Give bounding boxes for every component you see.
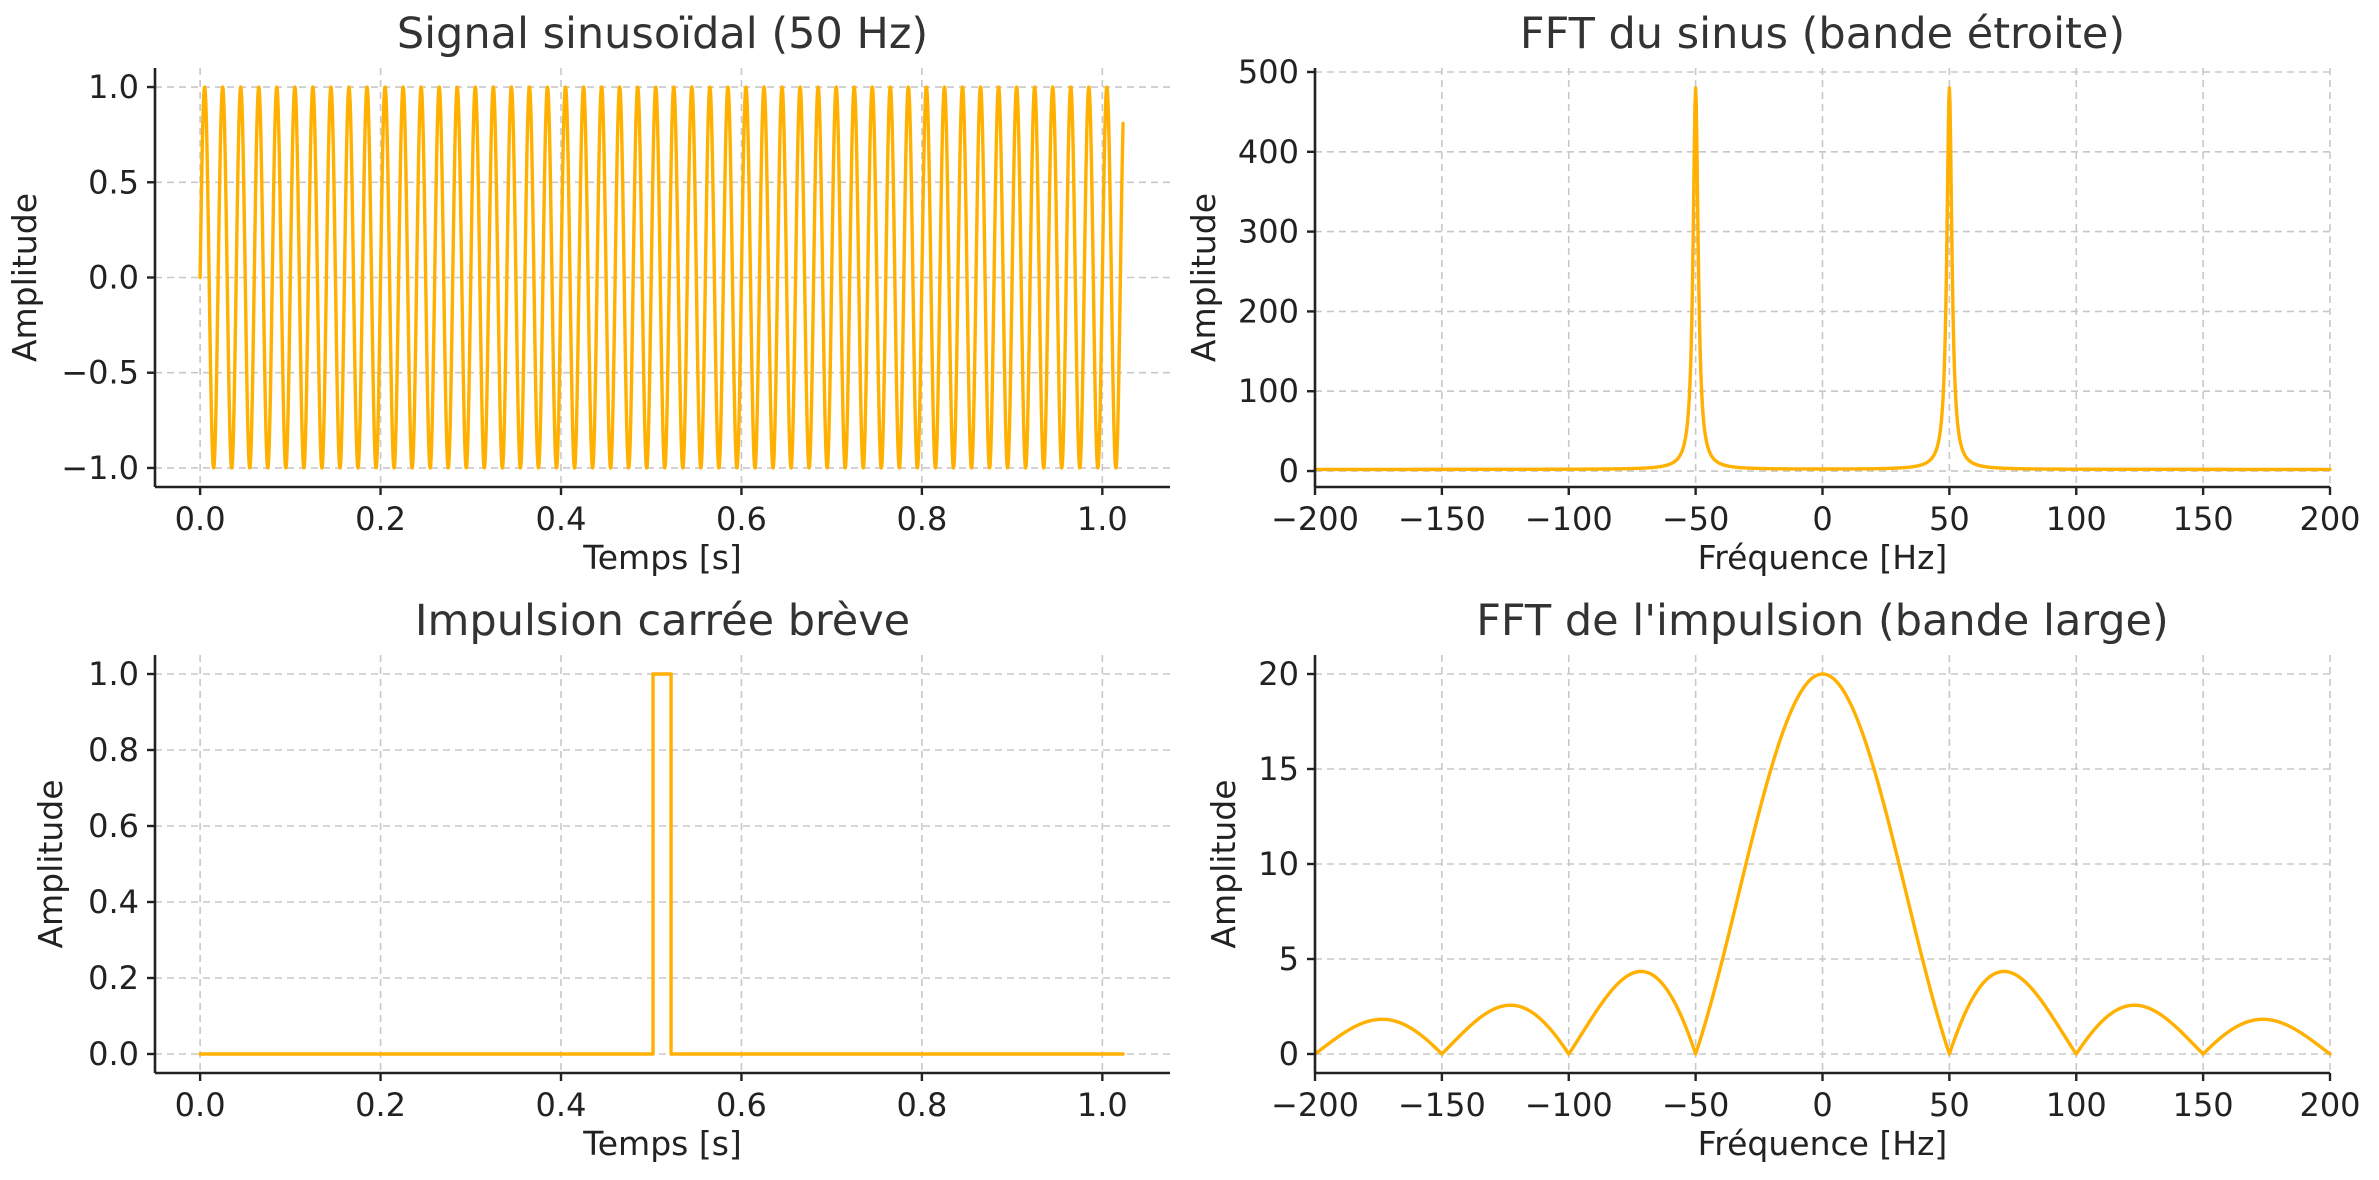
y-tick-label: 10 [1258, 845, 1299, 883]
x-tick-label: 200 [2299, 500, 2360, 538]
x-tick-label: 1.0 [1077, 1086, 1128, 1124]
pulse-series-line [198, 672, 1125, 1056]
chart-title: Signal sinusoïdal (50 Hz) [397, 9, 928, 59]
y-axis-label: Amplitude [5, 193, 44, 362]
x-tick-label: 0.4 [536, 1086, 587, 1124]
y-tick-label: 0.4 [88, 883, 139, 921]
y-tick-label: 200 [1238, 292, 1299, 330]
x-tick-label: 0.8 [896, 500, 947, 538]
x-tick-label: 50 [1929, 1086, 1970, 1124]
x-tick-label: −50 [1662, 500, 1730, 538]
gridlines [155, 655, 1170, 1073]
pulse-chart: 0.0 0.2 0.4 0.6 0.8 1.0 0.0 0.2 0.4 0.6 0.8 1.0 Im… [31, 596, 1170, 1163]
y-tick-labels: 0 5 10 15 20 [1258, 655, 1299, 1073]
y-tick-label: 0.0 [88, 1035, 139, 1073]
x-tick-label: −150 [1398, 500, 1486, 538]
y-axis-label: Amplitude [31, 779, 70, 948]
sine-fft-series-line [1313, 86, 2332, 472]
y-tick-label: 15 [1258, 750, 1299, 788]
tick-marks [1307, 672, 2332, 1081]
x-tick-label: −100 [1525, 1086, 1613, 1124]
chart-title: Impulsion carrée brève [415, 596, 910, 646]
x-tick-label: 200 [2299, 1086, 2360, 1124]
y-tick-label: 0 [1279, 452, 1299, 490]
y-axis-label: Amplitude [1184, 193, 1223, 362]
y-tick-label: 0.6 [88, 807, 139, 845]
x-axis-label: Temps [s] [582, 538, 742, 577]
x-tick-label: 0.6 [716, 1086, 767, 1124]
x-tick-label: 150 [2173, 1086, 2234, 1124]
y-tick-label: −0.5 [61, 354, 139, 392]
y-tick-labels: 0.0 0.2 0.4 0.6 0.8 1.0 [88, 655, 139, 1073]
x-tick-label: 100 [2046, 1086, 2107, 1124]
y-tick-label: 1.0 [88, 68, 139, 106]
x-axis-label: Fréquence [Hz] [1698, 538, 1948, 577]
y-tick-label: 0.0 [88, 259, 139, 297]
x-tick-label: 150 [2173, 500, 2234, 538]
x-tick-label: 0 [1812, 500, 1832, 538]
x-tick-label: 0.4 [536, 500, 587, 538]
x-tick-label: 0.6 [716, 500, 767, 538]
x-tick-labels: 0.0 0.2 0.4 0.6 0.8 1.0 [175, 500, 1128, 538]
sine-series-line [198, 85, 1125, 470]
x-tick-labels: −200 −150 −100 −50 0 50 100 150 200 [1271, 1086, 2360, 1124]
tick-marks [1307, 70, 2332, 495]
x-tick-label: 0 [1812, 1086, 1832, 1124]
x-tick-label: −50 [1662, 1086, 1730, 1124]
pulse-fft-chart: −200 −150 −100 −50 0 50 100 150 200 0 5 10 15 20 FFT… [1204, 596, 2361, 1163]
x-tick-label: 100 [2046, 500, 2107, 538]
y-tick-labels: −1.0 −0.5 0.0 0.5 1.0 [61, 68, 139, 487]
chart-title: FFT du sinus (bande étroite) [1520, 9, 2125, 59]
pulse-fft-series-line [1313, 672, 2332, 1056]
x-tick-labels: 0.0 0.2 0.4 0.6 0.8 1.0 [175, 1086, 1128, 1124]
y-tick-label: −1.0 [61, 449, 139, 487]
y-tick-label: 0.5 [88, 163, 139, 201]
x-tick-label: 0.0 [175, 1086, 226, 1124]
y-tick-label: 0.8 [88, 731, 139, 769]
x-tick-label: 0.2 [355, 500, 406, 538]
y-tick-label: 500 [1238, 53, 1299, 91]
sine-chart: 0.0 0.2 0.4 0.6 0.8 1.0 −1.0 −0.5 0.0 0.5 1.0 Sig… [5, 9, 1170, 577]
y-tick-label: 400 [1238, 133, 1299, 171]
x-tick-label: −200 [1271, 500, 1359, 538]
y-tick-label: 0 [1279, 1035, 1299, 1073]
gridlines [1314, 68, 2331, 487]
x-tick-label: 0.2 [355, 1086, 406, 1124]
y-tick-label: 5 [1279, 940, 1299, 978]
x-tick-label: 0.0 [175, 500, 226, 538]
gridlines [1314, 655, 2331, 1073]
x-tick-label: 1.0 [1077, 500, 1128, 538]
x-tick-label: 50 [1929, 500, 1970, 538]
x-axis-label: Fréquence [Hz] [1698, 1124, 1948, 1163]
y-axis-label: Amplitude [1204, 779, 1243, 948]
x-axis-label: Temps [s] [582, 1124, 742, 1163]
chart-title: FFT de l'impulsion (bande large) [1476, 596, 2169, 646]
y-tick-label: 1.0 [88, 655, 139, 693]
x-tick-label: −100 [1525, 500, 1613, 538]
y-tick-label: 100 [1238, 372, 1299, 410]
tick-marks [147, 672, 1104, 1081]
y-tick-label: 300 [1238, 213, 1299, 251]
x-tick-label: −150 [1398, 1086, 1486, 1124]
x-tick-labels: −200 −150 −100 −50 0 50 100 150 200 [1271, 500, 2360, 538]
x-tick-label: −200 [1271, 1086, 1359, 1124]
y-tick-label: 20 [1258, 655, 1299, 693]
tick-marks [147, 85, 1104, 495]
y-tick-label: 0.2 [88, 959, 139, 997]
y-tick-labels: 0 100 200 300 400 500 [1238, 53, 1299, 490]
x-tick-label: 0.8 [896, 1086, 947, 1124]
sine-fft-chart: −200 −150 −100 −50 0 50 100 150 200 0 100 200 300 40… [1184, 9, 2361, 577]
